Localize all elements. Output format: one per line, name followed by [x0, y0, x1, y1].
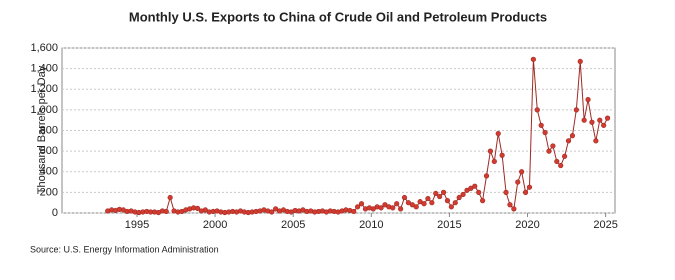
y-tick-label: 1,600: [30, 42, 58, 54]
data-point: [530, 56, 536, 62]
data-point: [358, 201, 365, 207]
series-line: [107, 59, 609, 213]
data-point: [163, 208, 169, 215]
data-point: [472, 183, 478, 189]
data-point: [597, 117, 603, 123]
data-point: [604, 115, 611, 121]
data-point: [194, 205, 201, 211]
data-point: [601, 122, 607, 128]
data-point: [480, 198, 486, 204]
data-point: [569, 133, 576, 139]
data-point: [421, 201, 427, 207]
data-point: [405, 200, 412, 206]
x-tick-label: 2000: [203, 219, 227, 231]
data-point: [562, 153, 568, 159]
data-point: [273, 206, 279, 212]
data-point: [425, 195, 431, 202]
y-tick-label: 600: [40, 145, 58, 157]
data-point: [565, 138, 572, 144]
data-point: [413, 204, 419, 210]
data-point: [511, 206, 517, 212]
data-point: [378, 205, 384, 211]
data-point: [495, 130, 501, 137]
y-tick-label: 0: [52, 207, 58, 219]
data-point: [351, 208, 357, 215]
data-point: [460, 191, 466, 198]
data-point: [440, 189, 447, 195]
data-point: [491, 158, 497, 165]
data-point: [401, 194, 408, 201]
data-point: [542, 129, 548, 136]
data-point: [355, 204, 361, 210]
data-point: [515, 179, 521, 185]
data-point: [370, 206, 376, 212]
data-point: [554, 158, 560, 165]
data-point: [550, 143, 556, 149]
data-point: [448, 204, 454, 210]
data-point: [429, 200, 435, 206]
data-point: [499, 152, 505, 158]
data-point: [522, 189, 529, 195]
source: Source: U.S. Energy Information Administ…: [30, 244, 219, 254]
data-point: [538, 122, 544, 128]
data-point: [452, 200, 458, 206]
data-point: [593, 138, 599, 144]
data-point: [202, 207, 208, 213]
data-point: [269, 209, 275, 215]
data-point: [573, 107, 579, 113]
data-point: [581, 117, 587, 123]
chart-title: Monthly U.S. Exports to China of Crude O…: [129, 9, 547, 24]
data-point: [433, 190, 439, 197]
data-point: [534, 107, 540, 113]
data-point: [487, 148, 494, 154]
y-tick-label: 200: [40, 186, 58, 198]
data-point: [558, 162, 564, 169]
data-point: [390, 205, 396, 211]
data-point: [437, 193, 443, 200]
data-point: [577, 58, 583, 65]
x-tick-label: 2010: [359, 219, 383, 231]
data-point: [589, 119, 595, 125]
data-point: [483, 173, 490, 179]
data-point: [409, 202, 415, 208]
data-point: [167, 194, 173, 201]
x-tick-label: 1995: [125, 219, 149, 231]
data-point: [503, 189, 509, 195]
data-point: [456, 194, 462, 201]
data-point: [468, 185, 474, 191]
data-point: [394, 201, 400, 207]
data-point: [444, 198, 451, 204]
data-point: [585, 96, 591, 103]
y-tick-label: 1,000: [30, 104, 58, 116]
y-tick-label: 1,400: [30, 63, 58, 75]
data-point: [417, 199, 423, 205]
data-point: [464, 187, 470, 193]
y-tick-label: 400: [40, 166, 58, 178]
y-tick-label: 1,200: [30, 83, 58, 95]
data-point: [546, 148, 552, 154]
x-tick-label: 2015: [437, 219, 461, 231]
data-point: [526, 184, 533, 190]
x-tick-label: 2020: [515, 219, 539, 231]
data-point: [507, 202, 513, 208]
data-point: [519, 169, 525, 175]
y-tick-label: 800: [40, 124, 58, 136]
data-point: [476, 189, 482, 195]
x-tick-label: 2025: [593, 219, 617, 231]
data-point: [382, 202, 388, 208]
x-tick-label: 2005: [281, 219, 305, 231]
y-axis-label: Thousand Barrels per Day: [36, 65, 48, 194]
data-point: [397, 206, 404, 212]
